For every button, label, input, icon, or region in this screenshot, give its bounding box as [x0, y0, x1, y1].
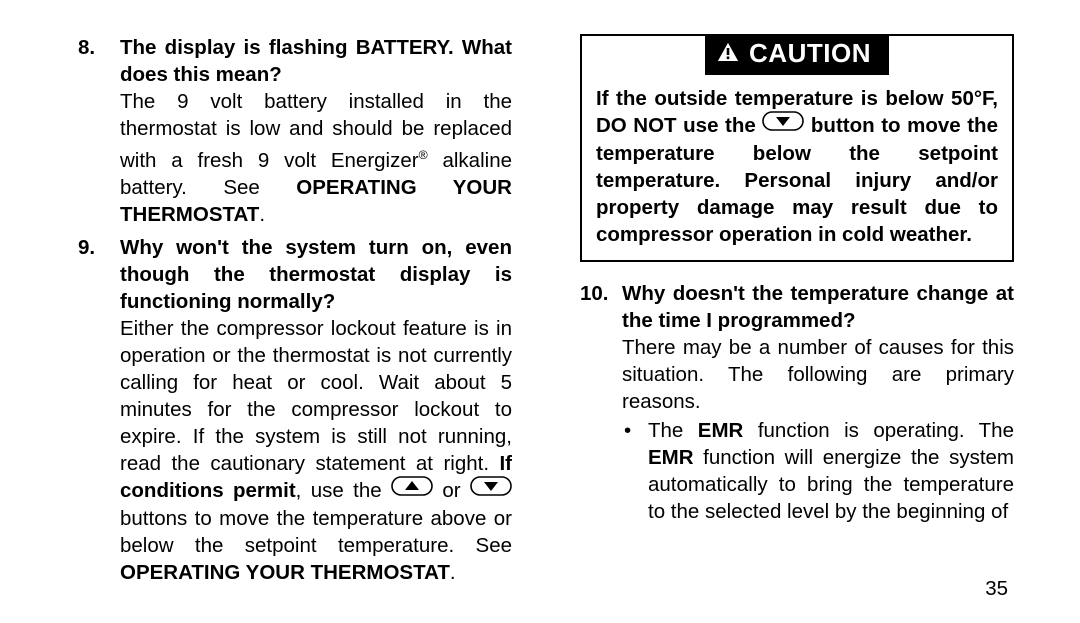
- faq-question: Why won't the system turn on, even thoug…: [120, 234, 512, 315]
- emr-term: EMR: [648, 446, 694, 469]
- down-button-icon: [470, 476, 512, 503]
- bullet-part: function is operating. The: [743, 419, 1014, 442]
- faq-item-10: 10. Why doesn't the temperature change a…: [580, 280, 1014, 525]
- faq-number: 9.: [78, 234, 120, 586]
- caution-label-text: CAUTION: [749, 38, 871, 69]
- period: .: [450, 561, 456, 584]
- faq-answer: Either the compressor lockout feature is…: [120, 315, 512, 586]
- bullet-part: function will energize the system automa…: [648, 446, 1014, 523]
- caution-label: CAUTION: [705, 34, 889, 75]
- faq-question: Why doesn't the temperature change at th…: [622, 280, 1014, 334]
- faq-number: 10.: [580, 280, 622, 525]
- caution-box: CAUTION If the outside temperature is be…: [580, 34, 1014, 262]
- answer-text: Either the compressor lockout feature is…: [120, 317, 512, 475]
- bullet-item: • The EMR function is operating. The EMR…: [622, 417, 1014, 525]
- reference-link: OPERATING YOUR THERMOSTAT: [120, 561, 450, 584]
- emr-term: EMR: [698, 419, 744, 442]
- down-button-icon: [762, 111, 804, 138]
- answer-text: buttons to move the temperature above or…: [120, 507, 512, 557]
- faq-body: The display is flashing BATTERY. What do…: [120, 34, 512, 228]
- answer-text: or: [433, 479, 470, 502]
- right-column: CAUTION If the outside temperature is be…: [580, 34, 1014, 603]
- manual-page: 8. The display is flashing BATTERY. What…: [0, 0, 1080, 623]
- warning-icon: [717, 38, 739, 69]
- faq-answer: There may be a number of causes for this…: [622, 334, 1014, 415]
- page-number: 35: [985, 577, 1008, 601]
- answer-text: , use the: [296, 479, 391, 502]
- faq-answer: The 9 volt battery installed in the ther…: [120, 88, 512, 228]
- bullet-marker: •: [622, 417, 648, 525]
- caution-header: CAUTION: [596, 34, 998, 75]
- faq-item-9: 9. Why won't the system turn on, even th…: [78, 234, 512, 586]
- up-button-icon: [391, 476, 433, 503]
- faq-item-8: 8. The display is flashing BATTERY. What…: [78, 34, 512, 228]
- left-column: 8. The display is flashing BATTERY. What…: [78, 34, 512, 603]
- faq-body: Why doesn't the temperature change at th…: [622, 280, 1014, 525]
- period: .: [259, 203, 265, 226]
- faq-question: The display is flashing BATTERY. What do…: [120, 34, 512, 88]
- caution-text: If the outside temperature is below 50°F…: [596, 85, 998, 248]
- faq-number: 8.: [78, 34, 120, 228]
- bullet-part: The: [648, 419, 698, 442]
- faq-body: Why won't the system turn on, even thoug…: [120, 234, 512, 586]
- bullet-text: The EMR function is operating. The EMR f…: [648, 417, 1014, 525]
- registered-mark: ®: [419, 148, 428, 162]
